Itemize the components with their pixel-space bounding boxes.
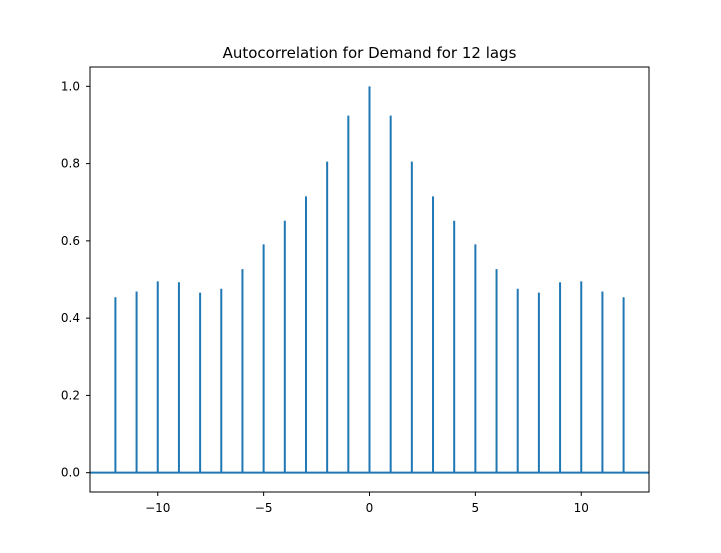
y-tick-label: 0.0 — [61, 466, 80, 480]
bars-layer — [114, 86, 625, 473]
chart-title: Autocorrelation for Demand for 12 lags — [223, 44, 517, 62]
y-axis-ticks: 0.0 0.2 0.4 0.6 0.8 1.0 — [61, 79, 90, 480]
plot-frame — [89, 66, 650, 493]
x-tick-label: 5 — [472, 501, 480, 515]
x-tick-label: 10 — [574, 501, 589, 515]
y-tick-label: 1.0 — [61, 79, 80, 93]
y-tick-label: 0.8 — [61, 157, 80, 171]
y-tick-label: 0.6 — [61, 234, 80, 248]
x-tick-label: −5 — [255, 501, 273, 515]
x-tick-label: 0 — [366, 501, 374, 515]
y-tick-label: 0.2 — [61, 388, 80, 402]
x-axis-ticks: −10 −5 0 5 10 — [145, 492, 589, 515]
x-tick-label: −10 — [145, 501, 170, 515]
y-tick-label: 0.4 — [61, 311, 80, 325]
